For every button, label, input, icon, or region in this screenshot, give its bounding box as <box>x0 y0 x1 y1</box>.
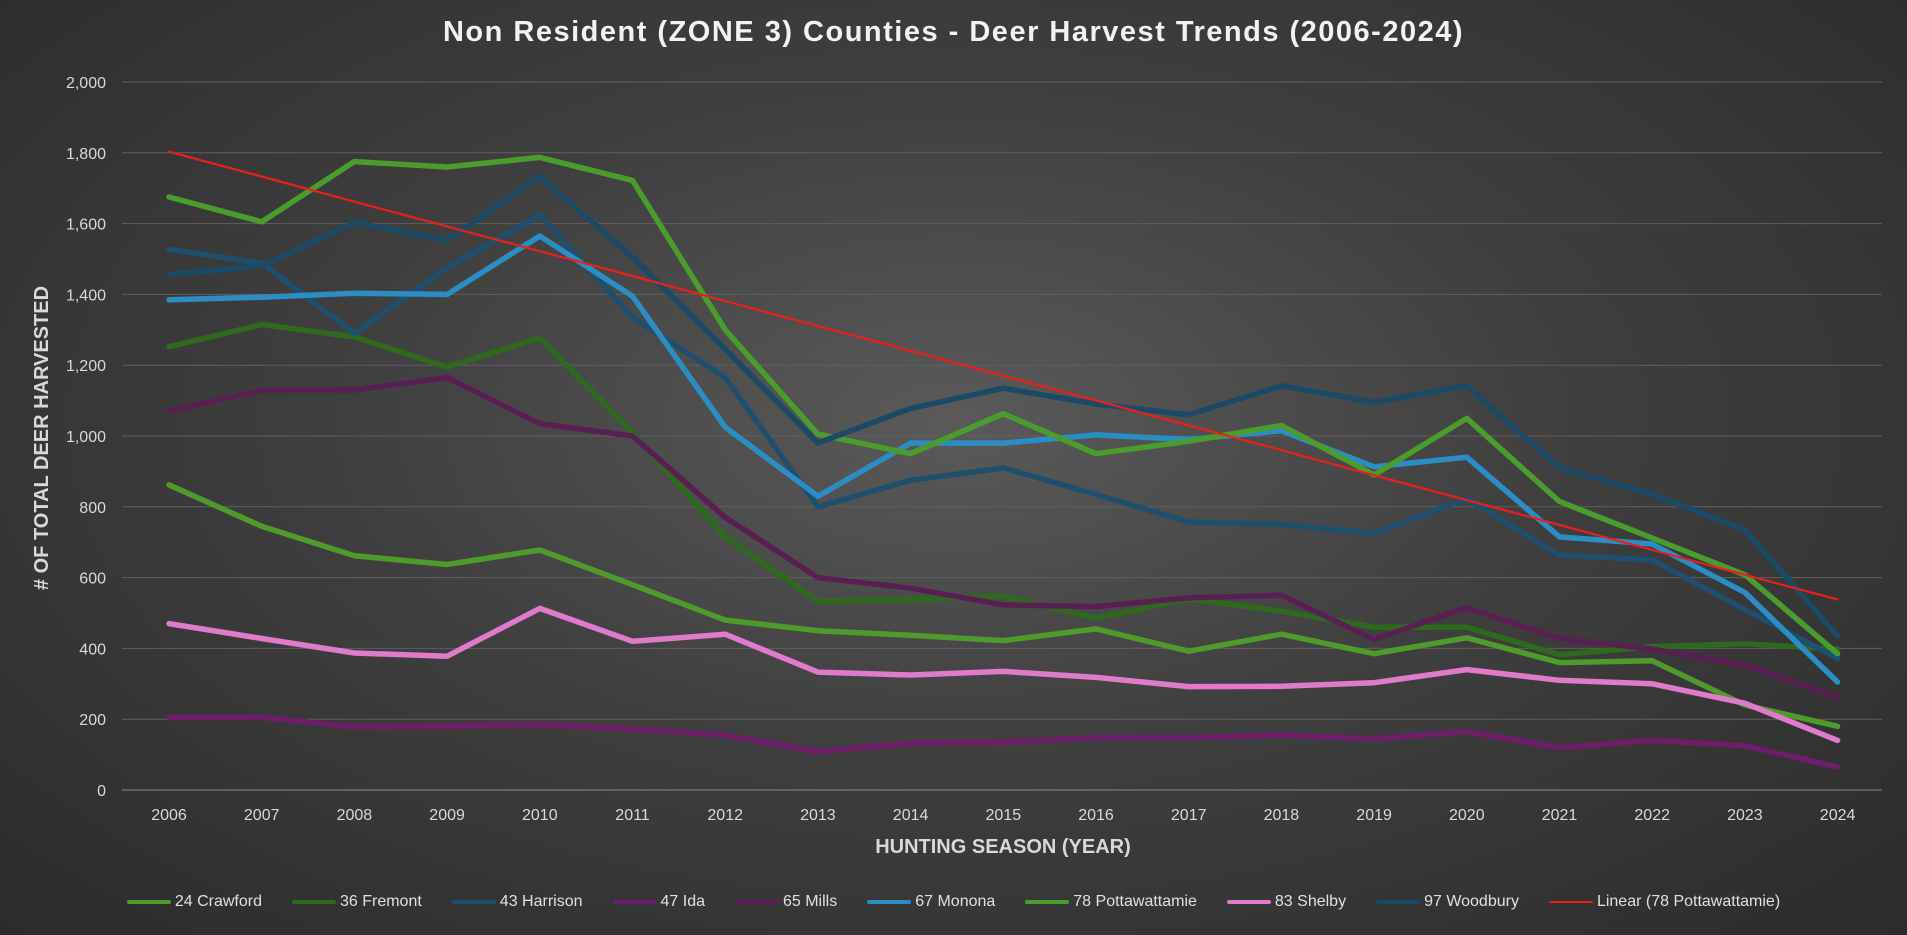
x-axis-title: HUNTING SEASON (YEAR) <box>875 836 1131 858</box>
legend-item: 83 Shelby <box>1226 893 1347 911</box>
legend-label: 65 Mills <box>782 893 838 910</box>
x-tick-label: 2010 <box>522 807 558 824</box>
legend-label: 36 Fremont <box>339 893 422 910</box>
x-tick-label: 2016 <box>1078 807 1114 824</box>
legend-label: 78 Pottawattamie <box>1073 893 1197 910</box>
x-tick-label: 2012 <box>707 807 743 824</box>
x-tick-label: 2019 <box>1356 807 1392 824</box>
chart-title: Non Resident (ZONE 3) Counties - Deer Ha… <box>442 16 1465 48</box>
legend-label: Linear (78 Pottawattamie) <box>1596 893 1781 910</box>
series-line-78-pottawattamie <box>166 154 1841 657</box>
legend-item: 65 Mills <box>734 893 838 911</box>
y-tick-label: 600 <box>79 571 106 588</box>
x-tick-label: 2024 <box>1820 807 1856 824</box>
series-line-36-fremont <box>166 321 1841 658</box>
legend-swatch <box>126 900 171 904</box>
x-tick-label: 2008 <box>337 807 373 824</box>
legend-item: 78 Pottawattamie <box>1025 893 1197 911</box>
y-tick-label: 1,400 <box>66 287 106 304</box>
legend-swatch <box>1025 900 1070 904</box>
legend-swatch <box>1226 900 1271 904</box>
series-line-24-crawford <box>166 482 1841 730</box>
x-tick-label: 2011 <box>615 807 650 824</box>
legend-swatch <box>1376 900 1421 904</box>
series-line-67-monona <box>166 233 1841 685</box>
y-tick-label: 1,600 <box>66 217 106 234</box>
series-line-97-woodbury <box>166 173 1841 639</box>
legend-item: 97 Woodbury <box>1376 893 1519 911</box>
x-tick-label: 2023 <box>1727 807 1763 824</box>
chart-plot: 0 200 400 600 800 1,000 1,200 1,400 1,600 1,800 2,… <box>31 75 1882 858</box>
legend-swatch <box>612 900 657 904</box>
x-tick-label: 2006 <box>151 807 187 824</box>
legend-swatch <box>291 900 336 904</box>
legend-swatch <box>451 900 496 904</box>
legend-item: Linear (78 Pottawattamie) <box>1548 893 1781 911</box>
y-tick-label: 1,200 <box>66 358 106 375</box>
legend-label: 97 Woodbury <box>1424 893 1519 910</box>
series-line-47-ida <box>166 714 1841 770</box>
x-tick-label: 2017 <box>1171 807 1207 824</box>
legend: 24 Crawford 36 Fremont 43 Harrison 47 Ida 65… <box>0 893 1907 911</box>
y-tick-label: 400 <box>79 641 106 658</box>
y-tick-label: 1,000 <box>66 429 106 446</box>
y-tick-label: 2,000 <box>66 75 106 92</box>
legend-item: 67 Monona <box>867 893 995 911</box>
x-tick-label: 2020 <box>1449 807 1485 824</box>
legend-label: 67 Monona <box>915 893 996 910</box>
x-tick-label: 2007 <box>244 807 280 824</box>
legend-swatch <box>1548 901 1593 903</box>
x-tick-label: 2015 <box>986 807 1022 824</box>
series-lines <box>166 150 1841 770</box>
series-line-83-shelby <box>166 605 1841 744</box>
x-tick-label: 2013 <box>800 807 836 824</box>
legend-swatch <box>867 900 912 904</box>
x-tick-label: 2014 <box>893 807 929 824</box>
x-tick-label: 2009 <box>429 807 465 824</box>
y-axis-title: # OF TOTAL DEER HARVESTED <box>31 286 53 590</box>
legend-label: 83 Shelby <box>1274 893 1347 910</box>
legend-swatch <box>734 900 779 904</box>
series-line-linear-78-pottawattamie <box>167 150 1839 601</box>
legend-item: 36 Fremont <box>291 893 422 911</box>
x-axis-ticks: 2006 2007 2008 2009 2010 2011 2012 2013 2014 2015… <box>151 807 1855 824</box>
y-tick-label: 800 <box>79 500 106 517</box>
x-tick-label: 2022 <box>1634 807 1670 824</box>
legend-item: 43 Harrison <box>451 893 583 911</box>
legend-label: 47 Ida <box>660 893 705 910</box>
legend-label: 24 Crawford <box>174 893 262 910</box>
x-tick-label: 2021 <box>1542 807 1578 824</box>
legend-item: 24 Crawford <box>126 893 262 911</box>
legend-item: 47 Ida <box>612 893 705 911</box>
series-line-65-mills <box>166 374 1841 701</box>
series-line-43-harrison <box>166 212 1841 662</box>
y-tick-label: 200 <box>79 712 106 729</box>
legend-label: 43 Harrison <box>499 893 583 910</box>
x-tick-label: 2018 <box>1264 807 1300 824</box>
y-tick-label: 0 <box>97 783 106 800</box>
y-tick-label: 1,800 <box>66 146 106 163</box>
y-axis-ticks: 0 200 400 600 800 1,000 1,200 1,400 1,600 1,800 2,… <box>66 75 106 800</box>
